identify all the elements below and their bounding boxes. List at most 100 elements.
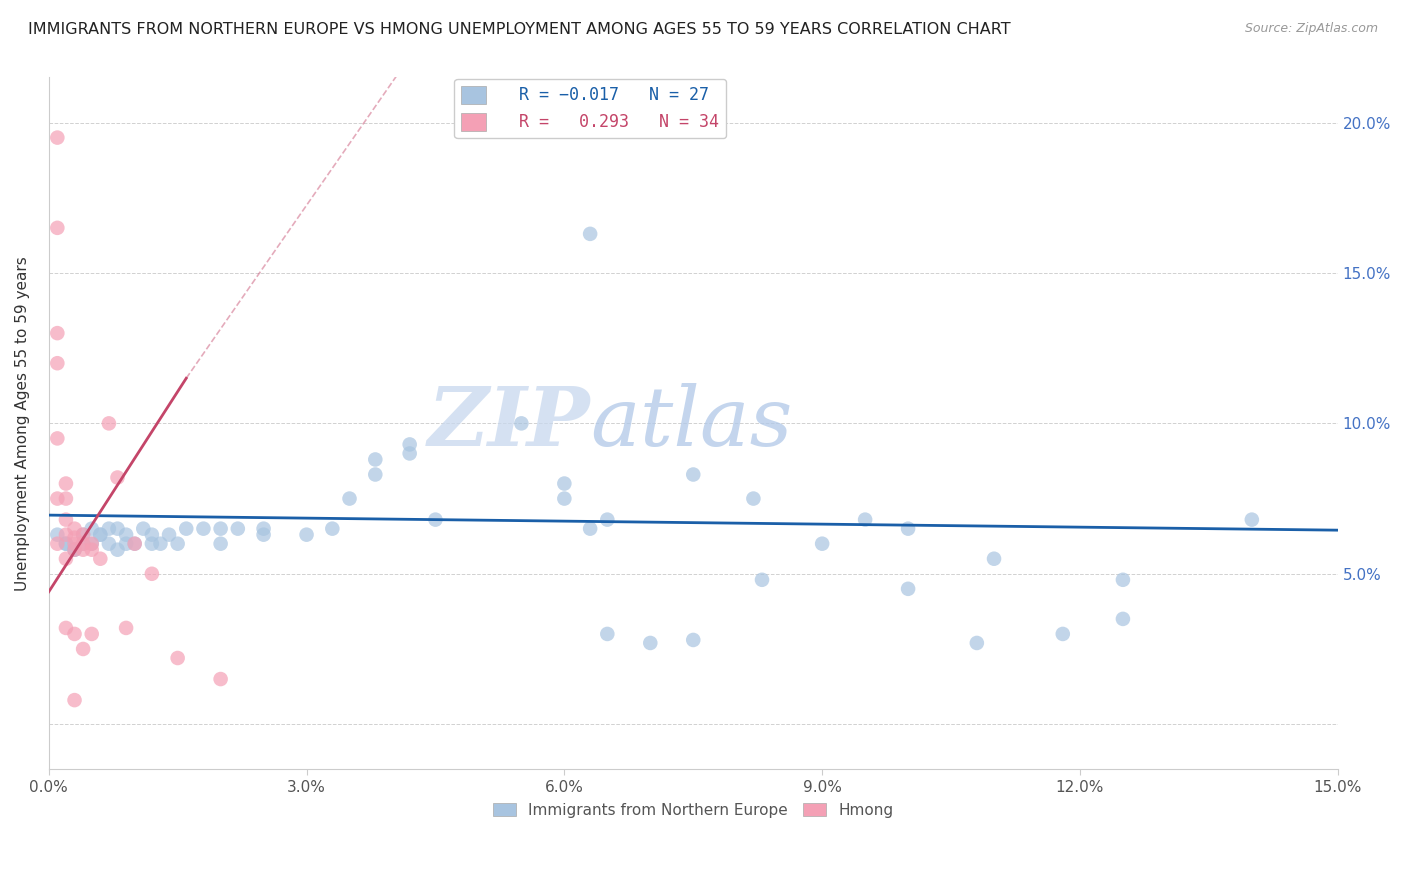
Point — [80, 537, 103, 551]
Point — [46, 356, 69, 370]
Point — [983, 551, 1005, 566]
Point — [72, 642, 94, 657]
Point — [553, 491, 575, 506]
Point — [682, 467, 704, 482]
Point — [55, 537, 77, 551]
Point — [209, 537, 232, 551]
Point — [364, 452, 387, 467]
Point — [63, 542, 86, 557]
Point — [596, 513, 619, 527]
Point — [72, 527, 94, 541]
Point — [107, 522, 129, 536]
Point — [1052, 627, 1074, 641]
Point — [1112, 612, 1135, 626]
Point — [63, 542, 86, 557]
Point — [46, 130, 69, 145]
Point — [72, 542, 94, 557]
Point — [55, 491, 77, 506]
Point — [339, 491, 361, 506]
Point — [682, 632, 704, 647]
Point — [55, 621, 77, 635]
Point — [55, 537, 77, 551]
Point — [157, 527, 180, 541]
Point — [107, 542, 129, 557]
Point — [742, 491, 765, 506]
Point — [63, 537, 86, 551]
Point — [853, 513, 876, 527]
Point — [63, 627, 86, 641]
Point — [80, 522, 103, 536]
Point — [63, 693, 86, 707]
Point — [425, 513, 447, 527]
Point — [149, 537, 172, 551]
Point — [579, 522, 602, 536]
Point — [596, 627, 619, 641]
Point — [89, 551, 111, 566]
Point — [166, 651, 188, 665]
Point — [321, 522, 343, 536]
Point — [97, 417, 120, 431]
Point — [72, 527, 94, 541]
Point — [124, 537, 146, 551]
Point — [174, 522, 197, 536]
Point — [80, 542, 103, 557]
Text: Source: ZipAtlas.com: Source: ZipAtlas.com — [1244, 22, 1378, 36]
Point — [398, 446, 420, 460]
Text: atlas: atlas — [591, 384, 793, 463]
Point — [107, 470, 129, 484]
Text: ZIP: ZIP — [427, 384, 591, 463]
Point — [55, 513, 77, 527]
Point — [751, 573, 773, 587]
Legend: Immigrants from Northern Europe, Hmong: Immigrants from Northern Europe, Hmong — [486, 797, 900, 824]
Point — [46, 431, 69, 445]
Point — [1112, 573, 1135, 587]
Point — [811, 537, 834, 551]
Point — [115, 537, 138, 551]
Y-axis label: Unemployment Among Ages 55 to 59 years: Unemployment Among Ages 55 to 59 years — [15, 256, 30, 591]
Point — [141, 566, 163, 581]
Point — [640, 636, 662, 650]
Point — [46, 491, 69, 506]
Point — [1240, 513, 1263, 527]
Point — [209, 672, 232, 686]
Point — [63, 531, 86, 545]
Point — [63, 542, 86, 557]
Point — [252, 527, 274, 541]
Point — [80, 627, 103, 641]
Point — [55, 527, 77, 541]
Point — [46, 220, 69, 235]
Point — [55, 476, 77, 491]
Point — [124, 537, 146, 551]
Point — [80, 537, 103, 551]
Point — [89, 527, 111, 541]
Point — [46, 326, 69, 340]
Point — [132, 522, 155, 536]
Point — [141, 527, 163, 541]
Point — [553, 476, 575, 491]
Point — [966, 636, 988, 650]
Point — [72, 537, 94, 551]
Point — [115, 527, 138, 541]
Point — [226, 522, 249, 536]
Point — [209, 522, 232, 536]
Point — [364, 467, 387, 482]
Point — [63, 522, 86, 536]
Point — [398, 437, 420, 451]
Point — [46, 527, 69, 541]
Point — [115, 621, 138, 635]
Point — [510, 417, 533, 431]
Point — [97, 537, 120, 551]
Point — [897, 522, 920, 536]
Point — [97, 522, 120, 536]
Point — [579, 227, 602, 241]
Point — [193, 522, 215, 536]
Text: IMMIGRANTS FROM NORTHERN EUROPE VS HMONG UNEMPLOYMENT AMONG AGES 55 TO 59 YEARS : IMMIGRANTS FROM NORTHERN EUROPE VS HMONG… — [28, 22, 1011, 37]
Point — [55, 551, 77, 566]
Point — [89, 527, 111, 541]
Point — [897, 582, 920, 596]
Point — [295, 527, 318, 541]
Point — [166, 537, 188, 551]
Point — [252, 522, 274, 536]
Point — [72, 537, 94, 551]
Point — [141, 537, 163, 551]
